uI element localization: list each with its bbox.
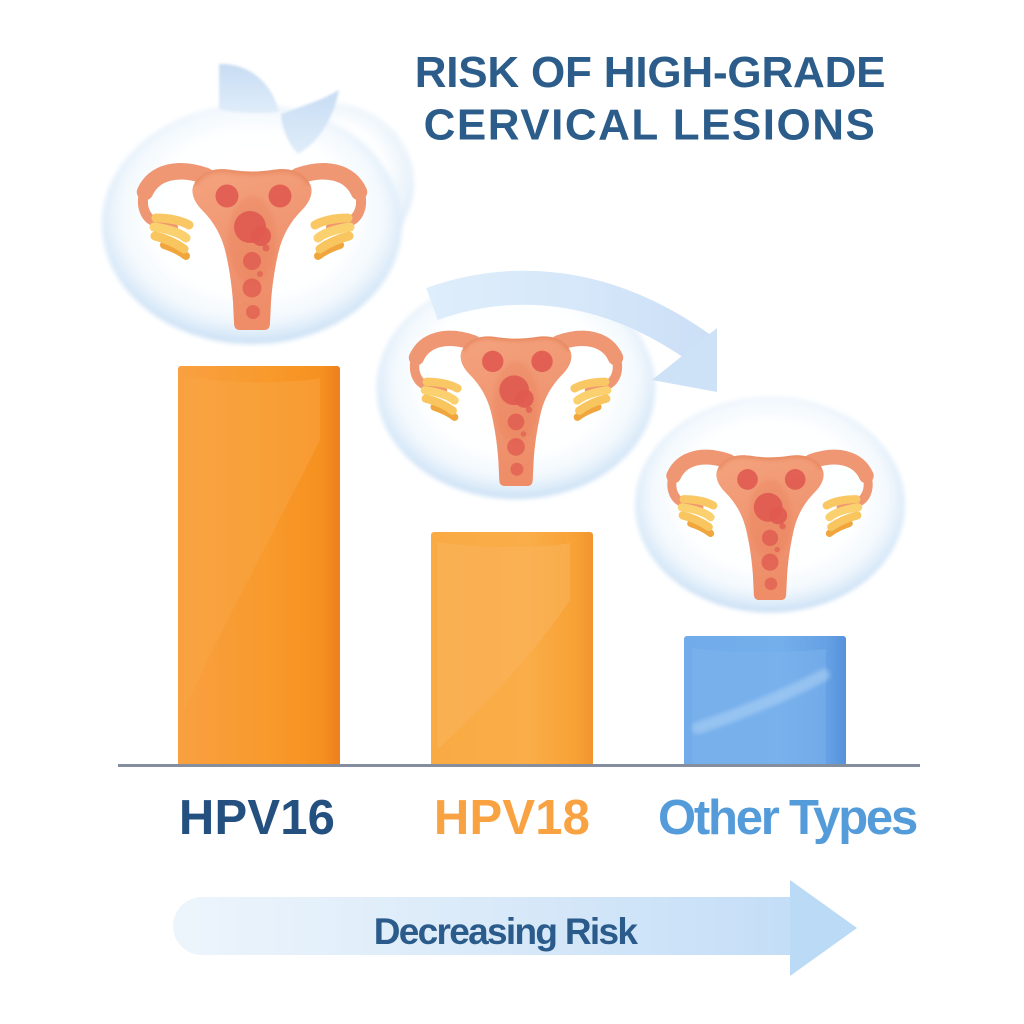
svg-text:Other Types: Other Types: [658, 791, 917, 845]
svg-text:HPV16: HPV16: [179, 791, 335, 845]
svg-text:HPV18: HPV18: [434, 791, 590, 845]
svg-text:RISK OF HIGH-GRADE: RISK OF HIGH-GRADE: [415, 48, 886, 97]
svg-text:CERVICAL LESIONS: CERVICAL LESIONS: [424, 101, 877, 150]
svg-text:Decreasing Risk: Decreasing Risk: [374, 911, 639, 952]
